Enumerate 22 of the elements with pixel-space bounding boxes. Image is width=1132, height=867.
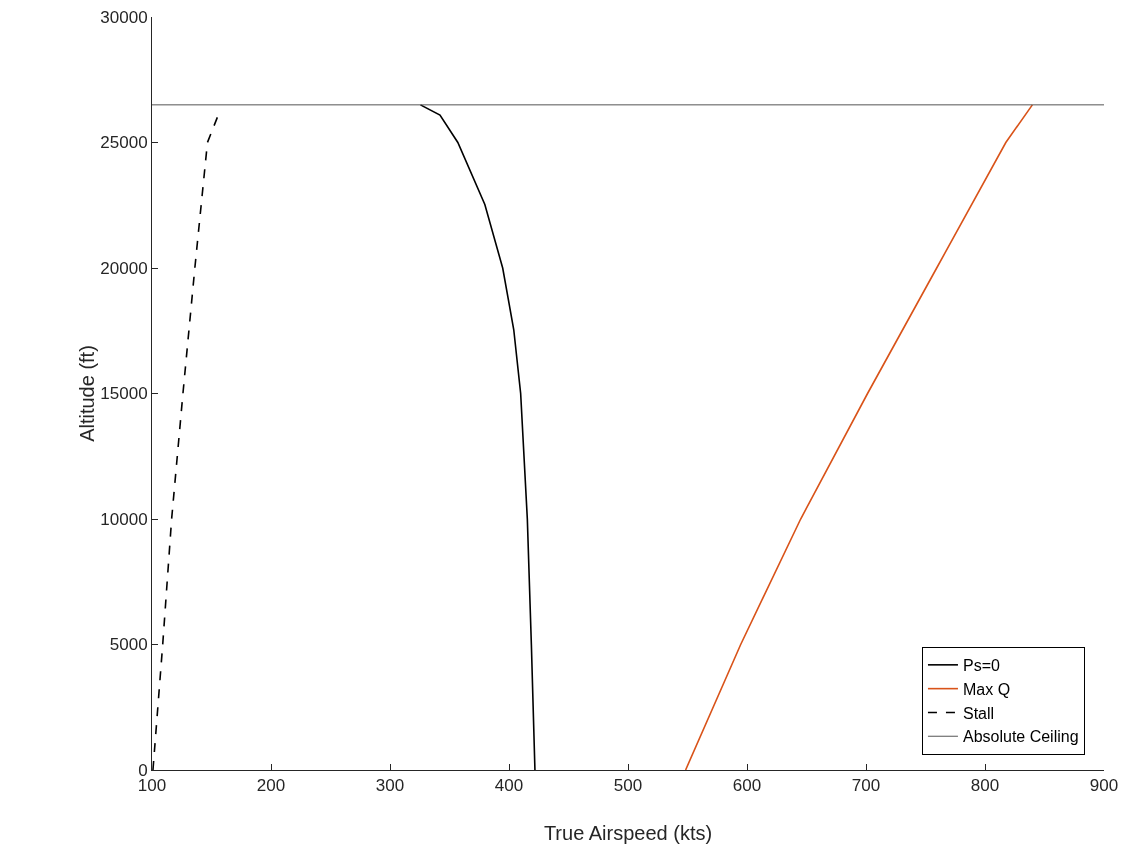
line-series [152,116,219,770]
legend-label: Ps=0 [962,657,1000,675]
y-tick-label: 5000 [109,635,148,655]
y-tick-label: 20000 [100,258,148,278]
y-tick-label: 15000 [100,384,148,404]
x-axis-title: True Airspeed (kts) [543,822,713,844]
y-axis-title: Altitude (ft) [76,345,99,442]
x-tick-label: 900 [1089,776,1119,796]
x-tick-label: 200 [256,776,286,796]
legend-label: Absolute Ceiling [962,728,1079,746]
legend-label: Max Q [962,680,1011,698]
x-tick-label: 400 [494,776,524,796]
x-tick-label: 300 [375,776,405,796]
y-tick-label: 10000 [100,509,148,529]
line-series [419,104,536,770]
legend-label: Stall [962,704,995,722]
x-tick-label: 700 [851,776,881,796]
y-tick-label: 30000 [100,7,148,27]
x-tick-label: 500 [613,776,643,796]
y-tick-label: 25000 [100,133,148,153]
x-tick-label: 800 [970,776,1000,796]
x-tick-label: 600 [732,776,762,796]
